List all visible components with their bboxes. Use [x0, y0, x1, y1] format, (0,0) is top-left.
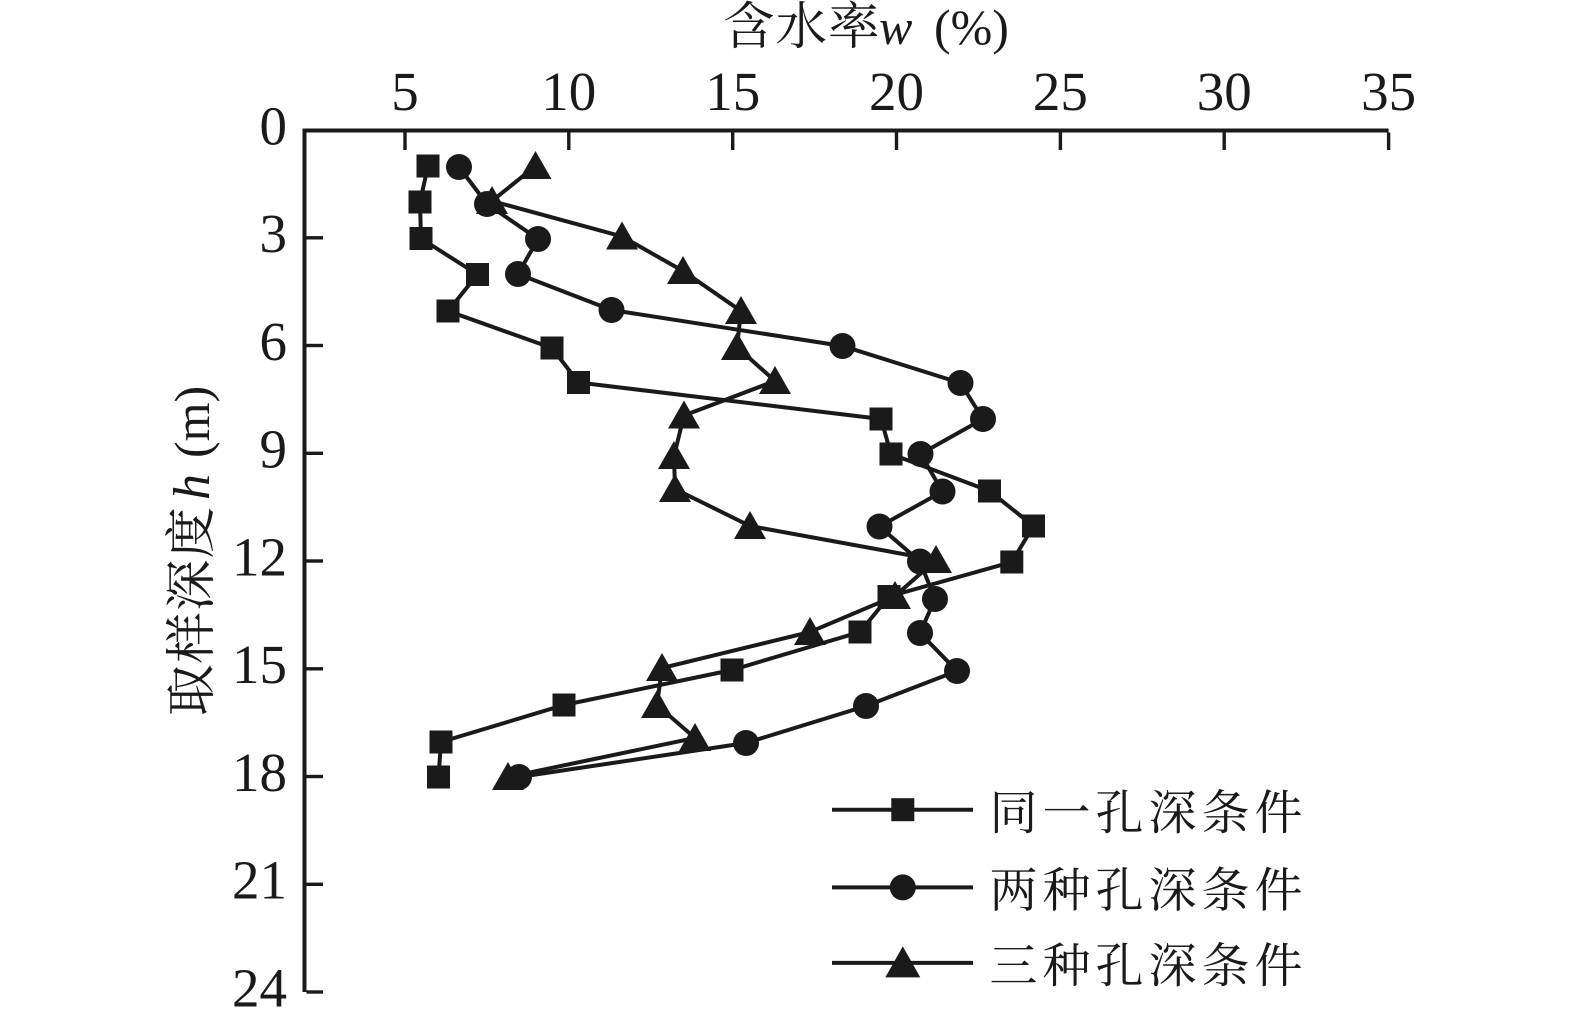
- svg-text:35: 35: [1361, 61, 1416, 122]
- svg-text:9: 9: [260, 419, 288, 480]
- svg-text:12: 12: [232, 526, 287, 587]
- svg-text:10: 10: [541, 61, 596, 122]
- svg-text:18: 18: [232, 742, 287, 803]
- svg-text:15: 15: [705, 61, 760, 122]
- svg-text:30: 30: [1197, 61, 1252, 122]
- svg-text:6: 6: [260, 311, 288, 372]
- svg-text:21: 21: [232, 850, 287, 911]
- svg-text:3: 3: [260, 203, 288, 264]
- svg-text:24: 24: [232, 957, 287, 1018]
- svg-text:(%): (%): [934, 0, 1009, 55]
- svg-text:20: 20: [869, 61, 924, 122]
- svg-text:w: w: [879, 0, 912, 55]
- svg-text:(m): (m): [164, 386, 220, 458]
- svg-text:h: h: [164, 474, 221, 500]
- svg-text:5: 5: [391, 61, 419, 122]
- svg-text:15: 15: [232, 634, 287, 695]
- svg-text:25: 25: [1033, 61, 1088, 122]
- svg-text:0: 0: [260, 96, 288, 157]
